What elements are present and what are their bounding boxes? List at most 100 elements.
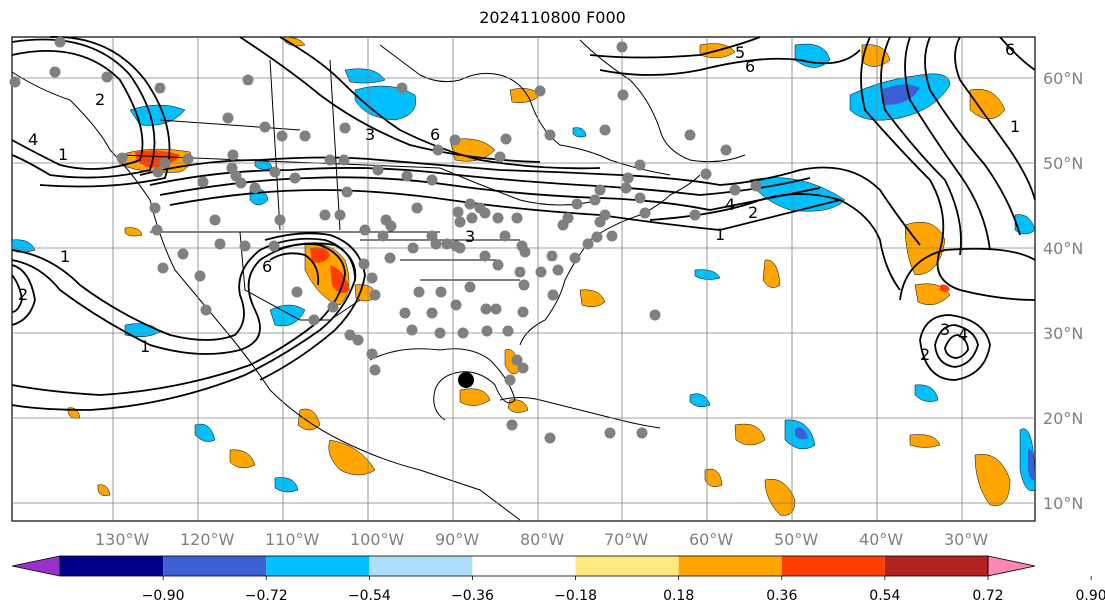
station-dot bbox=[636, 427, 648, 439]
station-dot bbox=[464, 281, 476, 293]
station-dot bbox=[366, 272, 378, 284]
colorbar-segment bbox=[678, 556, 782, 576]
station-dot bbox=[466, 212, 478, 224]
station-dot bbox=[500, 133, 512, 145]
lat-lon-grid bbox=[12, 37, 1035, 521]
lat-label: 20°N bbox=[1043, 409, 1083, 428]
lon-label: 80°W bbox=[520, 530, 564, 549]
lon-label: 40°W bbox=[859, 530, 903, 549]
station-dot bbox=[327, 301, 339, 313]
station-dot bbox=[506, 419, 518, 431]
station-dot bbox=[289, 172, 301, 184]
station-dot bbox=[518, 279, 530, 291]
station-dot bbox=[151, 224, 163, 236]
colorbar-tick-label: −0.18 bbox=[554, 588, 597, 604]
station-dot bbox=[406, 324, 418, 336]
station-dot bbox=[369, 364, 381, 376]
station-dot bbox=[377, 230, 389, 242]
station-dot bbox=[413, 286, 425, 298]
station-dot bbox=[426, 307, 438, 319]
station-dot bbox=[227, 149, 239, 161]
station-dot bbox=[622, 172, 634, 184]
station-dot bbox=[552, 264, 564, 276]
svg-text:2: 2 bbox=[18, 285, 28, 304]
station-dot bbox=[276, 130, 288, 142]
station-dot bbox=[571, 198, 583, 210]
station-dot bbox=[606, 230, 618, 242]
station-dot bbox=[634, 192, 646, 204]
station-dot bbox=[499, 230, 511, 242]
latitude-labels: 60°N 50°N 40°N 30°N 20°N 10°N bbox=[1043, 69, 1083, 513]
svg-text:6: 6 bbox=[745, 57, 755, 76]
station-dot bbox=[617, 89, 629, 101]
station-dot bbox=[492, 212, 504, 224]
svg-text:2: 2 bbox=[95, 90, 105, 109]
station-dot bbox=[591, 231, 603, 243]
station-dot bbox=[341, 186, 353, 198]
lat-label: 60°N bbox=[1043, 69, 1083, 88]
station-dot bbox=[481, 325, 493, 337]
station-dot bbox=[620, 182, 632, 194]
station-dot bbox=[729, 184, 741, 196]
svg-text:1: 1 bbox=[58, 145, 68, 164]
station-dot bbox=[432, 144, 444, 156]
svg-text:6: 6 bbox=[1005, 40, 1015, 59]
svg-text:6: 6 bbox=[262, 257, 272, 276]
station-dot bbox=[434, 327, 446, 339]
station-dot bbox=[479, 250, 491, 262]
station-dot bbox=[511, 354, 523, 366]
station-dot bbox=[514, 266, 526, 278]
lon-label: 120°W bbox=[180, 530, 235, 549]
station-dot bbox=[546, 250, 558, 262]
station-dot bbox=[249, 182, 261, 194]
station-dot bbox=[589, 194, 601, 206]
station-dot bbox=[242, 74, 254, 86]
shaded-anomaly-fields bbox=[11, 36, 1036, 516]
station-dot bbox=[352, 334, 364, 346]
station-dot bbox=[54, 36, 66, 48]
station-dot bbox=[177, 248, 189, 260]
colorbar-segment bbox=[369, 556, 473, 576]
station-dot bbox=[534, 85, 546, 97]
longitude-labels: 130°W 120°W 110°W 100°W 90°W 80°W 70°W 60°W 50°W… bbox=[95, 530, 988, 549]
station-dot bbox=[504, 374, 516, 386]
colorbar-tick-label: −0.90 bbox=[142, 588, 185, 604]
station-dot bbox=[274, 214, 286, 226]
station-dot bbox=[689, 209, 701, 221]
lon-label: 90°W bbox=[435, 530, 479, 549]
station-dot bbox=[101, 71, 113, 83]
station-dot bbox=[582, 238, 594, 250]
station-dot bbox=[259, 121, 271, 133]
station-dot bbox=[359, 224, 371, 236]
svg-text:1: 1 bbox=[1010, 117, 1020, 136]
station-dot bbox=[604, 427, 616, 439]
station-dot bbox=[209, 214, 221, 226]
colorbar-segment bbox=[575, 556, 679, 576]
station-dot bbox=[464, 198, 476, 210]
svg-text:3: 3 bbox=[365, 125, 375, 144]
svg-text:1: 1 bbox=[715, 225, 725, 244]
station-dot bbox=[547, 289, 559, 301]
station-dot bbox=[154, 82, 166, 94]
station-dot bbox=[450, 240, 462, 252]
station-dot bbox=[334, 209, 346, 221]
colorbar-tick-label: −0.36 bbox=[451, 588, 494, 604]
station-dot bbox=[401, 170, 413, 182]
station-dot bbox=[159, 157, 171, 169]
station-dot bbox=[324, 154, 336, 166]
station-dot bbox=[239, 240, 251, 252]
station-dot bbox=[344, 329, 356, 341]
station-dot bbox=[149, 202, 161, 214]
colorbar-segment bbox=[472, 556, 576, 576]
lat-label: 40°N bbox=[1043, 239, 1083, 258]
colorbar-tick-label: 0.72 bbox=[972, 588, 1003, 604]
storm-center-marker bbox=[458, 372, 474, 388]
station-dot bbox=[384, 252, 396, 264]
lon-label: 70°W bbox=[604, 530, 648, 549]
station-dot bbox=[214, 238, 226, 250]
station-dot bbox=[372, 164, 384, 176]
station-dot bbox=[720, 144, 732, 156]
station-dot bbox=[502, 325, 514, 337]
colorbar-tick-label: 0.90 bbox=[1076, 588, 1105, 604]
station-dot bbox=[544, 129, 556, 141]
